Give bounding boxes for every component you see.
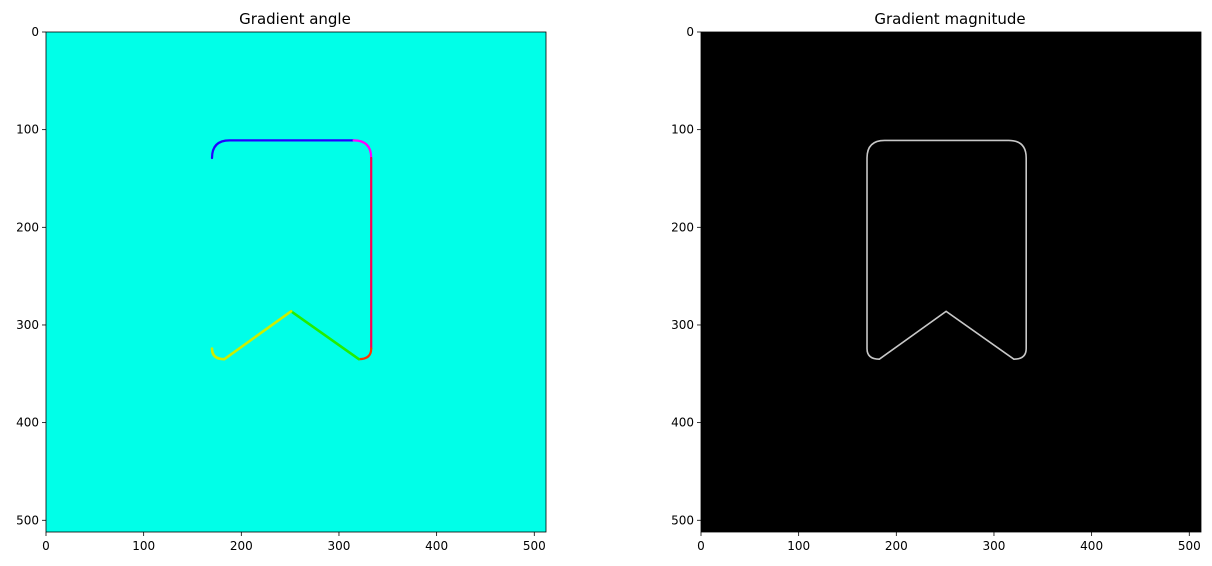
x-tick-label: 400 <box>425 539 448 553</box>
x-tick-label: 100 <box>787 539 810 553</box>
y-tick-label: 0 <box>686 25 694 39</box>
edge-top <box>210 139 355 160</box>
axes-frame <box>45 31 547 533</box>
edge-outline <box>866 139 1027 360</box>
chart-title: Gradient magnitude <box>874 10 1025 28</box>
image-background <box>46 32 546 532</box>
edge-notch-left <box>210 309 293 361</box>
y-tick-label: 400 <box>16 416 39 430</box>
y-tick-label: 500 <box>16 513 39 527</box>
y-tick-label: 300 <box>16 318 39 332</box>
y-tick-label: 500 <box>671 513 694 527</box>
x-tick-label: 300 <box>328 539 351 553</box>
x-tick-label: 200 <box>230 539 253 553</box>
x-tick-label: 400 <box>1080 539 1103 553</box>
panel-gradient-angle: Gradient angle 0 100 200 300 400 500010020030… <box>16 10 547 553</box>
x-tick-label: 0 <box>42 539 50 553</box>
edge-notch-right <box>289 309 361 361</box>
edge-top-right-corner <box>352 139 373 160</box>
panel-gradient-magnitude: Gradient magnitude 0 100 200 300 400 50001002… <box>671 10 1202 553</box>
x-tick-label: 500 <box>1178 539 1201 553</box>
axes-frame <box>700 31 1202 533</box>
x-tick-label: 0 <box>697 539 705 553</box>
y-tick-label: 100 <box>16 123 39 137</box>
edge-bottom-right-corner <box>357 347 373 361</box>
x-tick-label: 300 <box>983 539 1006 553</box>
x-tick-label: 100 <box>132 539 155 553</box>
y-tick-label: 0 <box>31 25 39 39</box>
y-tick-label: 200 <box>16 220 39 234</box>
plot-area <box>701 32 1201 532</box>
y-tick-label: 200 <box>671 220 694 234</box>
image-background <box>701 32 1201 532</box>
y-tick-label: 100 <box>671 123 694 137</box>
chart-title: Gradient angle <box>239 10 351 28</box>
y-tick-label: 300 <box>671 318 694 332</box>
y-tick-label: 400 <box>671 416 694 430</box>
plot-area <box>46 32 546 532</box>
x-tick-label: 500 <box>523 539 546 553</box>
x-tick-label: 200 <box>885 539 908 553</box>
